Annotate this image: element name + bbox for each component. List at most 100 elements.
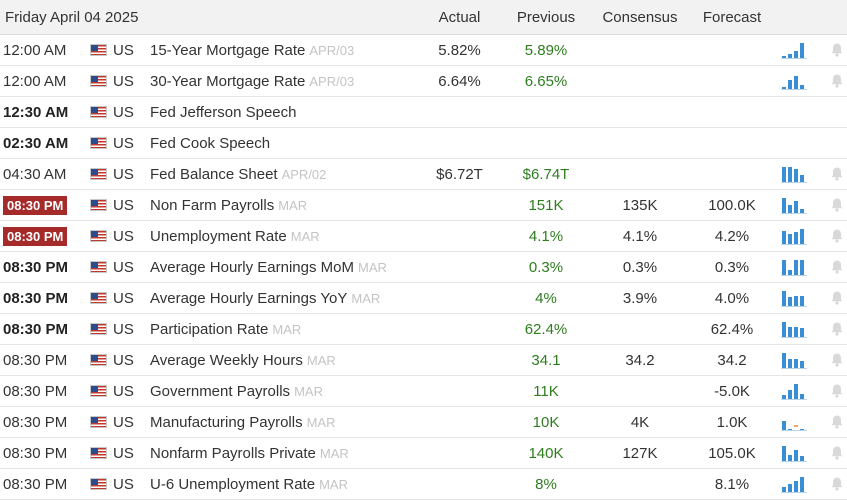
event-row[interactable]: 08:30 PM US Average Hourly Earnings MoM M…	[0, 252, 847, 283]
event-name[interactable]: Fed Balance Sheet	[150, 165, 278, 183]
event-row[interactable]: 12:30 AM US Fed Jefferson Speech	[0, 97, 847, 128]
event-name-cell[interactable]: 15-Year Mortgage Rate APR/03	[150, 35, 354, 65]
mini-chart-cell[interactable]	[781, 376, 811, 406]
mini-bar-chart-icon[interactable]	[781, 72, 809, 90]
event-name[interactable]: Average Hourly Earnings YoY	[150, 289, 348, 307]
bell-cell[interactable]	[829, 252, 845, 282]
mini-bar-chart-icon[interactable]	[781, 444, 809, 462]
event-name[interactable]: Non Farm Payrolls	[150, 196, 275, 214]
bell-icon[interactable]	[829, 197, 845, 213]
bell-icon[interactable]	[829, 228, 845, 244]
mini-chart-cell[interactable]	[781, 252, 811, 282]
event-name-cell[interactable]: Average Hourly Earnings MoM MAR	[150, 252, 387, 282]
mini-chart-cell[interactable]	[781, 35, 811, 65]
event-name-cell[interactable]: Fed Balance Sheet APR/02	[150, 159, 326, 189]
mini-bar-chart-icon[interactable]	[781, 258, 809, 276]
bell-icon[interactable]	[829, 445, 845, 461]
mini-chart-cell[interactable]	[781, 128, 811, 158]
bell-cell[interactable]	[829, 376, 845, 406]
event-row[interactable]: 08:30 PM US Unemployment Rate MAR 4.1% 4.…	[0, 221, 847, 252]
mini-chart-cell[interactable]	[781, 469, 811, 499]
event-name[interactable]: 30-Year Mortgage Rate	[150, 72, 306, 90]
event-name[interactable]: Unemployment Rate	[150, 227, 287, 245]
bell-icon[interactable]	[829, 321, 845, 337]
event-name[interactable]: U-6 Unemployment Rate	[150, 475, 316, 493]
event-name-cell[interactable]: U-6 Unemployment Rate MAR	[150, 469, 348, 499]
event-name-cell[interactable]: Nonfarm Payrolls Private MAR	[150, 438, 349, 468]
bell-icon[interactable]	[829, 290, 845, 306]
mini-chart-cell[interactable]	[781, 159, 811, 189]
event-name[interactable]: Government Payrolls	[150, 382, 291, 400]
event-row[interactable]: 04:30 AM US Fed Balance Sheet APR/02 $6.7…	[0, 159, 847, 190]
bell-cell[interactable]	[829, 283, 845, 313]
bell-cell[interactable]	[829, 221, 845, 251]
bell-cell[interactable]	[829, 314, 845, 344]
bell-icon[interactable]	[829, 476, 845, 492]
event-row[interactable]: 08:30 PM US Manufacturing Payrolls MAR 10…	[0, 407, 847, 438]
bell-cell[interactable]	[829, 35, 845, 65]
bell-cell[interactable]	[829, 438, 845, 468]
header-actual[interactable]: Actual	[438, 8, 481, 26]
bell-icon[interactable]	[829, 259, 845, 275]
event-row[interactable]: 12:00 AM US 15-Year Mortgage Rate APR/03 …	[0, 35, 847, 66]
header-consensus[interactable]: Consensus	[602, 8, 678, 26]
mini-bar-chart-icon[interactable]	[781, 320, 809, 338]
event-row[interactable]: 08:30 PM US Nonfarm Payrolls Private MAR …	[0, 438, 847, 469]
bell-cell[interactable]	[829, 407, 845, 437]
mini-bar-chart-icon[interactable]	[781, 196, 809, 214]
mini-bar-chart-icon[interactable]	[781, 351, 809, 369]
event-row[interactable]: 08:30 PM US Non Farm Payrolls MAR 151K 13…	[0, 190, 847, 221]
bell-icon[interactable]	[829, 73, 845, 89]
event-name-cell[interactable]: Manufacturing Payrolls MAR	[150, 407, 335, 437]
event-name[interactable]: Nonfarm Payrolls Private	[150, 444, 316, 462]
header-previous[interactable]: Previous	[516, 8, 576, 26]
mini-bar-chart-icon[interactable]	[781, 382, 809, 400]
event-name-cell[interactable]: Participation Rate MAR	[150, 314, 301, 344]
mini-bar-chart-icon[interactable]	[781, 165, 809, 183]
bell-icon[interactable]	[829, 414, 845, 430]
mini-bar-chart-icon[interactable]	[781, 41, 809, 59]
event-row[interactable]: 08:30 PM US U-6 Unemployment Rate MAR 8% …	[0, 469, 847, 500]
bell-cell[interactable]	[829, 159, 845, 189]
event-name-cell[interactable]: 30-Year Mortgage Rate APR/03	[150, 66, 354, 96]
mini-chart-cell[interactable]	[781, 438, 811, 468]
bell-cell[interactable]	[829, 345, 845, 375]
event-name-cell[interactable]: Unemployment Rate MAR	[150, 221, 320, 251]
event-name-cell[interactable]: Fed Cook Speech	[150, 128, 274, 158]
header-forecast[interactable]: Forecast	[702, 8, 762, 26]
event-name[interactable]: Manufacturing Payrolls	[150, 413, 303, 431]
event-name[interactable]: 15-Year Mortgage Rate	[150, 41, 306, 59]
event-row[interactable]: 12:00 AM US 30-Year Mortgage Rate APR/03 …	[0, 66, 847, 97]
mini-bar-chart-icon[interactable]	[781, 289, 809, 307]
mini-chart-cell[interactable]	[781, 314, 811, 344]
mini-chart-cell[interactable]	[781, 407, 811, 437]
event-row[interactable]: 02:30 AM US Fed Cook Speech	[0, 128, 847, 159]
event-row[interactable]: 08:30 PM US Government Payrolls MAR 11K -…	[0, 376, 847, 407]
event-name[interactable]: Participation Rate	[150, 320, 269, 338]
mini-bar-chart-icon[interactable]	[781, 227, 809, 245]
mini-chart-cell[interactable]	[781, 66, 811, 96]
mini-bar-chart-icon[interactable]	[781, 413, 809, 431]
bell-icon[interactable]	[829, 383, 845, 399]
event-name-cell[interactable]: Government Payrolls MAR	[150, 376, 323, 406]
mini-chart-cell[interactable]	[781, 283, 811, 313]
mini-chart-cell[interactable]	[781, 97, 811, 127]
event-name[interactable]: Average Weekly Hours	[150, 351, 303, 369]
event-name-cell[interactable]: Fed Jefferson Speech	[150, 97, 300, 127]
event-name-cell[interactable]: Average Weekly Hours MAR	[150, 345, 336, 375]
event-name[interactable]: Average Hourly Earnings MoM	[150, 258, 354, 276]
bell-icon[interactable]	[829, 352, 845, 368]
bell-cell[interactable]	[829, 66, 845, 96]
event-row[interactable]: 08:30 PM US Average Weekly Hours MAR 34.1…	[0, 345, 847, 376]
mini-bar-chart-icon[interactable]	[781, 475, 809, 493]
bell-icon[interactable]	[829, 166, 845, 182]
event-row[interactable]: 08:30 PM US Participation Rate MAR 62.4% …	[0, 314, 847, 345]
bell-cell[interactable]	[829, 469, 845, 499]
bell-icon[interactable]	[829, 42, 845, 58]
event-name[interactable]: Fed Jefferson Speech	[150, 103, 297, 121]
mini-chart-cell[interactable]	[781, 345, 811, 375]
event-name-cell[interactable]: Average Hourly Earnings YoY MAR	[150, 283, 380, 313]
event-name-cell[interactable]: Non Farm Payrolls MAR	[150, 190, 307, 220]
event-row[interactable]: 08:30 PM US Average Hourly Earnings YoY M…	[0, 283, 847, 314]
event-name[interactable]: Fed Cook Speech	[150, 134, 271, 152]
